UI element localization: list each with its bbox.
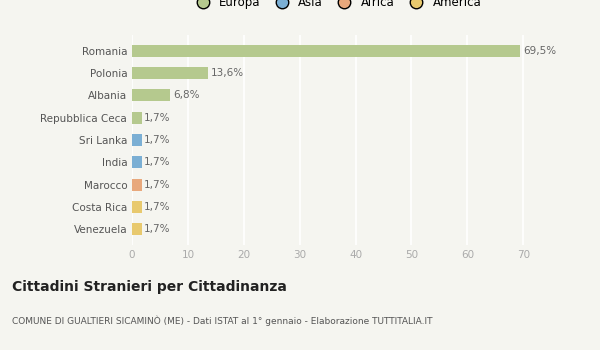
Text: 1,7%: 1,7% — [144, 224, 171, 234]
Legend: Europa, Asia, Africa, America: Europa, Asia, Africa, America — [187, 0, 485, 12]
Text: 1,7%: 1,7% — [144, 113, 171, 122]
Bar — [132, 156, 142, 168]
Bar — [132, 223, 142, 236]
Bar — [132, 44, 520, 57]
Text: COMUNE DI GUALTIERI SICAMINÒ (ME) - Dati ISTAT al 1° gennaio - Elaborazione TUTT: COMUNE DI GUALTIERI SICAMINÒ (ME) - Dati… — [12, 315, 433, 326]
Bar — [132, 178, 142, 191]
Text: 6,8%: 6,8% — [173, 90, 199, 100]
Text: 1,7%: 1,7% — [144, 135, 171, 145]
Text: 13,6%: 13,6% — [211, 68, 244, 78]
Bar — [132, 134, 142, 146]
Bar — [132, 67, 208, 79]
Text: 1,7%: 1,7% — [144, 158, 171, 167]
Bar — [132, 201, 142, 213]
Bar — [132, 112, 142, 124]
Text: 1,7%: 1,7% — [144, 202, 171, 212]
Text: Cittadini Stranieri per Cittadinanza: Cittadini Stranieri per Cittadinanza — [12, 280, 287, 294]
Bar — [132, 89, 170, 101]
Text: 1,7%: 1,7% — [144, 180, 171, 190]
Text: 69,5%: 69,5% — [523, 46, 556, 56]
